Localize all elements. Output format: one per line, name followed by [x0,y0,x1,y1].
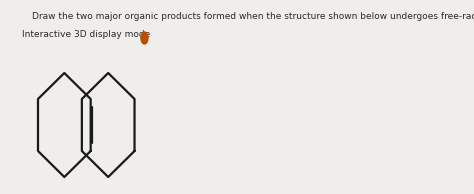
Text: Draw the two major organic products formed when the structure shown below underg: Draw the two major organic products form… [32,12,474,21]
Circle shape [141,32,148,44]
Text: Interactive 3D display mode: Interactive 3D display mode [22,30,150,39]
